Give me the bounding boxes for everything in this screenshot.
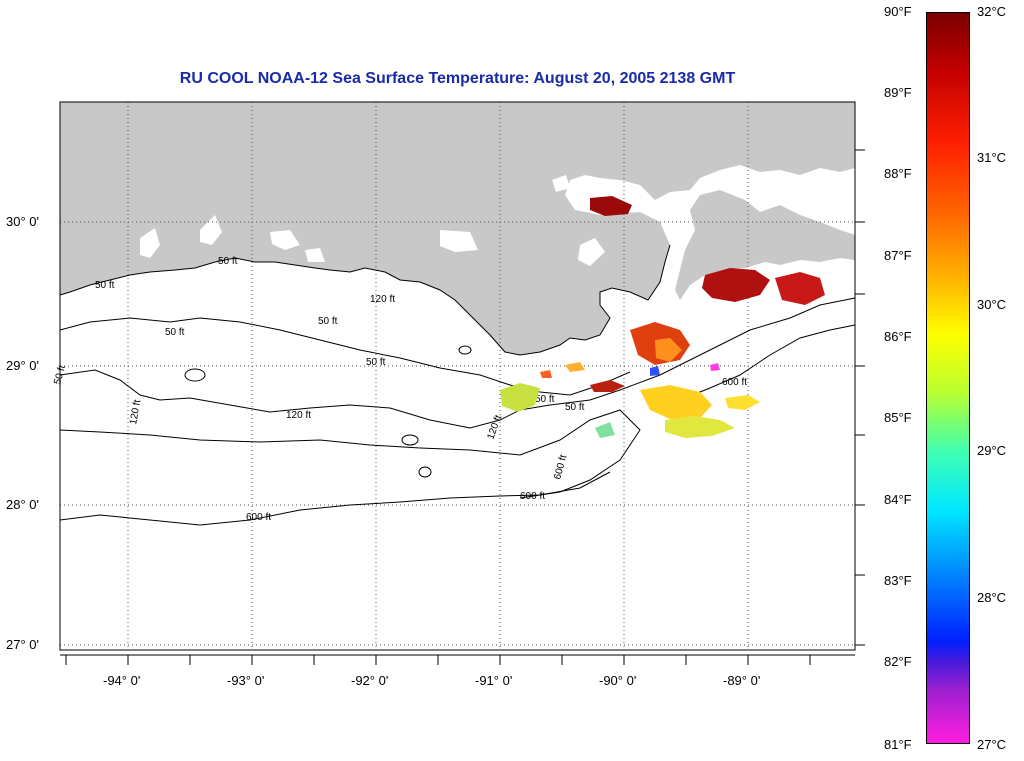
celsius-label: 30°C [977,297,1007,312]
color-scale-bar [926,12,970,744]
land-mass-east [675,190,855,300]
land-mass [60,102,855,355]
celsius-label: 27°C [977,737,1007,752]
contour-label: 120 ft [370,294,395,305]
contour-label: 120 ft [128,399,143,426]
lat-label: 28° 0' [6,497,39,512]
lon-label: -92° 0' [351,673,389,688]
sst-patch [725,395,760,410]
sst-patch [702,268,770,302]
contour-label: 50 ft [165,327,185,338]
celsius-label: 32°C [977,4,1007,19]
map-frame [59,101,856,651]
lake [552,175,570,192]
sst-patch [710,363,720,371]
sst-patch [590,380,625,392]
lake [140,228,160,258]
sst-patches [500,196,825,438]
contour-label: 50 ft [565,402,585,413]
fahrenheit-label: 83°F [884,573,912,588]
contour-label: 50 ft [95,280,115,291]
fahrenheit-label: 86°F [884,329,912,344]
contour-label: 50 ft [366,357,386,368]
contour-50ft [59,317,631,396]
lake [270,230,300,250]
contour-ring [401,434,419,446]
contour-label: 600 ft [246,512,271,523]
contour-label: 600 ft [520,491,545,502]
celsius-label: 29°C [977,443,1007,458]
fahrenheit-label: 82°F [884,654,912,669]
fahrenheit-label: 90°F [884,4,912,19]
lon-label: -94° 0' [103,673,141,688]
sst-patch [650,366,660,376]
sst-patch [665,416,735,438]
fahrenheit-label: 87°F [884,248,912,263]
tick-marks [60,149,865,665]
fahrenheit-label: 88°F [884,166,912,181]
map-title: RU COOL NOAA-12 Sea Surface Temperature:… [179,70,736,87]
celsius-label: 28°C [977,590,1007,605]
fahrenheit-label: 81°F [884,737,912,752]
contour-ring [458,345,472,355]
lat-label: 29° 0' [6,358,39,373]
contour-ring [418,466,432,478]
lon-label: -91° 0' [475,673,513,688]
sst-patch [540,370,552,378]
lon-label: -90° 0' [599,673,637,688]
contour-label: 50 ft [535,394,555,405]
sst-patch [775,272,825,305]
sst-patch [595,422,615,438]
depth-contours [59,297,856,526]
fahrenheit-label: 85°F [884,410,912,425]
sst-patch [640,385,712,420]
contour-120ft [59,297,856,429]
lon-label: -93° 0' [227,673,265,688]
grid [60,102,855,650]
fahrenheit-label: 84°F [884,492,912,507]
sst-patch [565,362,585,372]
contour-600ft-c [679,324,856,401]
contour-600ft-b [59,471,611,526]
lat-label: 30° 0' [6,214,39,229]
contour-ring [184,368,206,382]
sst-patch [655,338,682,362]
sst-patch [500,383,540,412]
fahrenheit-label: 89°F [884,85,912,100]
lon-label: -89° 0' [723,673,761,688]
contour-label: 50 ft [318,316,338,327]
contour-600ft-a [59,409,641,499]
contour-label: 600 ft [722,377,747,388]
lake [305,248,325,262]
contour-label: 120 ft [286,410,311,421]
celsius-label: 31°C [977,150,1007,165]
coastline [59,244,671,356]
lat-label: 27° 0' [6,637,39,652]
sst-patch [590,196,632,216]
contour-label: 50 ft [218,256,238,267]
lake [578,238,605,266]
lake [440,230,478,252]
